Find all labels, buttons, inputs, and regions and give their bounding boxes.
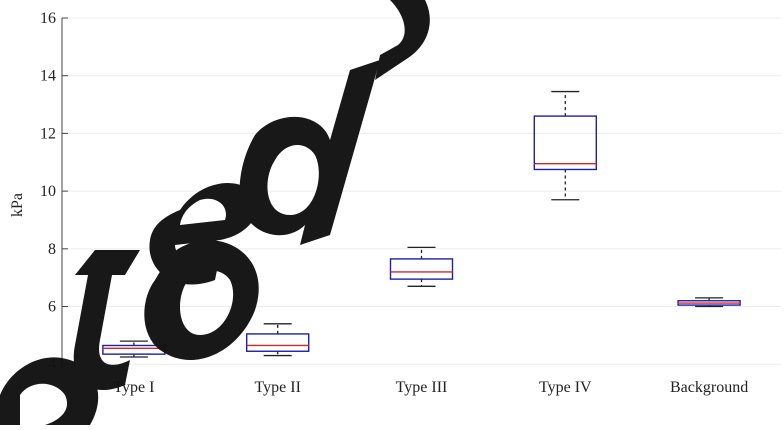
x-category-label: Type I bbox=[113, 379, 154, 396]
y-tick-label: 10 bbox=[40, 183, 56, 200]
x-category-label: Background bbox=[670, 379, 748, 396]
axes-layer bbox=[61, 17, 68, 370]
y-axis-label: kPa bbox=[9, 193, 26, 217]
labels-layer: 4 6 8 10 12 14 16 Type I Type II Type III Type IV B… bbox=[40, 10, 748, 396]
box-group-5 bbox=[677, 297, 741, 308]
boxes-layer bbox=[102, 90, 741, 358]
y-tick-label: 6 bbox=[48, 299, 56, 316]
box-iqr bbox=[389, 258, 454, 280]
box-group-3 bbox=[389, 246, 454, 287]
box-iqr bbox=[102, 344, 166, 355]
box-group-1 bbox=[102, 340, 166, 358]
y-tick-label: 16 bbox=[40, 10, 56, 27]
x-category-label: Type III bbox=[396, 379, 448, 396]
y-tick-label: 4 bbox=[48, 356, 56, 373]
box-iqr bbox=[533, 115, 597, 171]
y-tick-label: 12 bbox=[40, 125, 56, 142]
y-tick-label: 14 bbox=[40, 68, 56, 85]
box-iqr bbox=[245, 333, 310, 352]
x-category-label: Type II bbox=[254, 379, 300, 396]
y-tick-label: 8 bbox=[48, 241, 56, 258]
box-group-4 bbox=[533, 90, 597, 201]
grid-layer bbox=[62, 17, 781, 365]
box-group-2 bbox=[245, 323, 310, 357]
x-category-label: Type IV bbox=[539, 379, 592, 396]
